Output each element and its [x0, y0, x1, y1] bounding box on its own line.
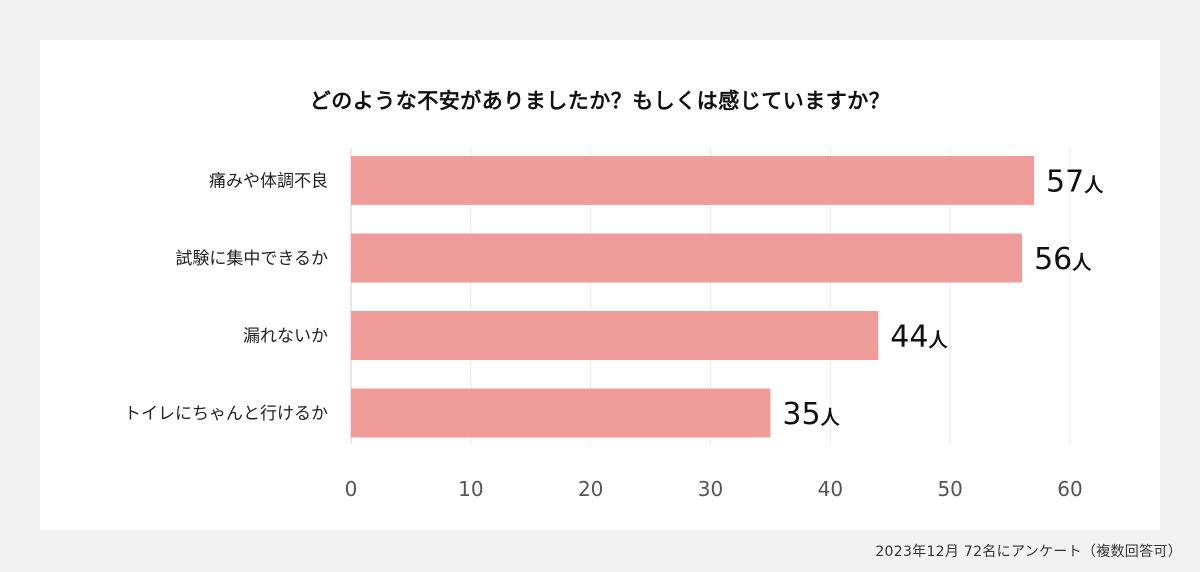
x-tick-label: 30 — [698, 477, 723, 501]
bar — [351, 311, 879, 360]
category-label: 痛みや体調不良 — [209, 172, 328, 192]
data-label: 35人 — [782, 397, 840, 432]
data-label: 56人 — [1034, 242, 1092, 277]
category-label: トイレにちゃんと行けるか — [124, 404, 328, 424]
x-tick-label: 60 — [1057, 477, 1082, 501]
data-label: 44人 — [890, 320, 948, 355]
bar — [351, 233, 1023, 283]
x-tick-label: 20 — [578, 477, 603, 501]
x-tick-label: 50 — [937, 477, 962, 501]
bar — [351, 156, 1035, 205]
survey-footnote: 2023年12月 72名にアンケート（複数回答可） — [875, 544, 1182, 560]
category-label: 試験に集中できるか — [175, 249, 328, 269]
chart-card: どのような不安がありましたか？もしくは感じていますか？ 0 10 20 30 40 50 6… — [40, 40, 1160, 530]
x-tick-label: 40 — [818, 477, 843, 501]
chart-title: どのような不安がありましたか？もしくは感じていますか？ — [309, 89, 891, 113]
bar — [351, 388, 771, 438]
x-tick-label: 0 — [345, 477, 358, 501]
x-tick-label: 10 — [458, 477, 483, 501]
category-label: 漏れないか — [243, 327, 328, 347]
data-label: 57人 — [1046, 165, 1104, 200]
